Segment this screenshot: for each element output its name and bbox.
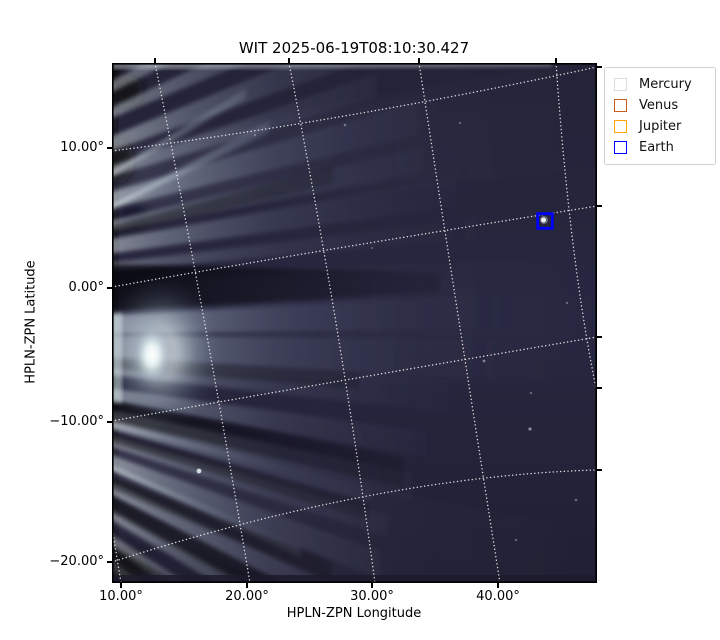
coordinate-grid bbox=[112, 63, 597, 583]
legend: Mercury Venus Jupiter Earth bbox=[604, 67, 716, 165]
y-axis-label: HPLN-ZPN Latitude bbox=[23, 260, 39, 384]
y-tick-mark bbox=[107, 287, 112, 289]
legend-item-jupiter: Jupiter bbox=[614, 116, 707, 137]
star bbox=[565, 301, 569, 305]
y-tick-mark bbox=[107, 421, 112, 423]
star bbox=[421, 87, 425, 91]
bottom-edge-strip bbox=[112, 575, 597, 583]
x-tick-label: 30.00° bbox=[350, 589, 394, 604]
earth-marker bbox=[536, 212, 554, 230]
streak bbox=[112, 63, 245, 119]
streak bbox=[112, 100, 419, 209]
streak bbox=[112, 73, 376, 177]
streak bbox=[112, 423, 371, 502]
page-title: WIT 2025-06-19T08:10:30.427 bbox=[238, 39, 470, 57]
grid-line-lat-minus10deg bbox=[112, 336, 597, 422]
right-tick-mark bbox=[597, 205, 602, 207]
star bbox=[529, 391, 533, 395]
earth-marker-box bbox=[536, 212, 554, 230]
sky-image bbox=[112, 63, 597, 583]
star bbox=[253, 133, 257, 137]
right-tick-mark bbox=[597, 387, 602, 389]
stars bbox=[196, 87, 578, 542]
axes-spine bbox=[112, 63, 597, 583]
grid-line-lat-0deg bbox=[112, 205, 597, 288]
legend-label: Jupiter bbox=[639, 119, 682, 134]
legend-label: Venus bbox=[639, 98, 679, 113]
right-tick-mark bbox=[597, 66, 602, 68]
top-tick-mark bbox=[154, 58, 156, 63]
x-tick-mark bbox=[120, 583, 122, 588]
top-tick-mark bbox=[288, 58, 290, 63]
earth-dot bbox=[541, 217, 546, 223]
streak bbox=[112, 165, 333, 235]
streak bbox=[112, 120, 270, 210]
right-tick-mark bbox=[597, 469, 602, 471]
streak bbox=[112, 434, 370, 521]
x-tick-label: 40.00° bbox=[476, 589, 520, 604]
y-tick-label: −20.00° bbox=[49, 554, 104, 570]
star bbox=[343, 123, 347, 127]
y-tick-mark bbox=[107, 561, 112, 563]
streak bbox=[112, 291, 530, 334]
grid-line-lon-40deg bbox=[418, 63, 501, 583]
star bbox=[196, 468, 202, 474]
star bbox=[370, 246, 374, 250]
y-tick-label: −10.00° bbox=[49, 414, 104, 430]
legend-item-venus: Venus bbox=[614, 95, 707, 116]
streak bbox=[112, 176, 456, 254]
streak bbox=[112, 88, 246, 177]
x-axis-label: HPLN-ZPN Longitude bbox=[286, 606, 422, 621]
star bbox=[574, 498, 578, 502]
x-tick-mark bbox=[497, 583, 499, 588]
grid-line-lon-20deg bbox=[154, 63, 251, 583]
streak bbox=[112, 455, 381, 580]
earth-marker-swatch bbox=[614, 141, 627, 154]
legend-item-earth: Earth bbox=[614, 137, 707, 158]
y-tick-mark bbox=[107, 147, 112, 149]
top-tick-mark bbox=[418, 58, 420, 63]
right-tick-mark bbox=[597, 336, 602, 338]
x-tick-mark bbox=[371, 583, 373, 588]
streak bbox=[112, 400, 404, 488]
top-tick-mark bbox=[555, 58, 557, 63]
star bbox=[528, 427, 532, 431]
star bbox=[458, 121, 462, 125]
legend-item-mercury: Mercury bbox=[614, 74, 707, 95]
star bbox=[482, 359, 486, 363]
venus-marker-swatch bbox=[614, 99, 627, 112]
bright-blob bbox=[112, 278, 220, 428]
mercury-marker-swatch bbox=[614, 78, 627, 91]
legend-label: Earth bbox=[639, 140, 674, 155]
star bbox=[514, 538, 518, 542]
streak bbox=[112, 63, 359, 151]
jupiter-marker-swatch bbox=[614, 120, 627, 133]
x-tick-label: 20.00° bbox=[225, 589, 269, 604]
grid-line-lon-50deg bbox=[555, 63, 597, 394]
legend-label: Mercury bbox=[639, 77, 692, 92]
grid-line-lon-30deg bbox=[288, 63, 376, 583]
y-tick-label: 10.00° bbox=[60, 140, 104, 156]
x-tick-label: 10.00° bbox=[99, 589, 143, 604]
grid-line-lat-10deg bbox=[112, 66, 597, 152]
y-tick-label: 0.00° bbox=[68, 280, 104, 296]
streak bbox=[112, 218, 478, 271]
x-tick-mark bbox=[246, 583, 248, 588]
